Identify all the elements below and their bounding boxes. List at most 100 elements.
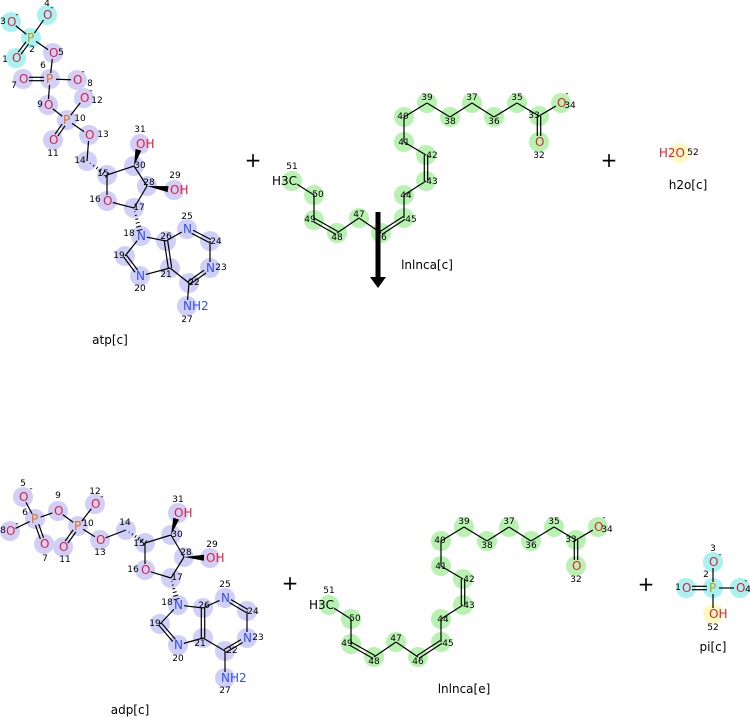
- atom: 42: [463, 575, 474, 585]
- atom-number: 19: [149, 619, 161, 629]
- atom-number: 47: [390, 634, 401, 644]
- atom-element-label: O: [49, 46, 58, 60]
- atom-element-label: O: [12, 51, 21, 65]
- single-bond: [516, 102, 540, 117]
- atom: 30: [171, 530, 183, 540]
- atom-number: 10: [74, 114, 86, 124]
- atom-number: 32: [533, 151, 544, 161]
- single-bond: [169, 267, 190, 284]
- single-bond: [82, 528, 96, 538]
- atom: 22: [226, 646, 237, 656]
- double-bond: [54, 123, 63, 135]
- single-bond: [71, 122, 85, 133]
- atom-highlight: [566, 556, 586, 576]
- atom: O7: [40, 537, 49, 564]
- atom: O-3: [0, 10, 18, 29]
- atom-element-label: O: [535, 135, 544, 149]
- atom-number: 18: [123, 229, 135, 239]
- wedge-bond: [147, 186, 169, 193]
- atom-charge: -: [718, 550, 721, 560]
- atom: 26: [198, 601, 210, 611]
- single-bond: [486, 526, 510, 542]
- single-bond: [133, 165, 148, 187]
- atom-element-label: O: [709, 555, 718, 569]
- atom: 21: [160, 270, 171, 280]
- atom-highlight: [40, 69, 60, 89]
- single-bond: [86, 140, 90, 162]
- atom-number: 13: [94, 548, 105, 558]
- atom: O-4: [736, 576, 750, 595]
- atom: OH 29: [169, 171, 188, 197]
- atom-number: 40: [397, 112, 409, 122]
- atom-number: 41: [398, 138, 409, 148]
- double-bond: [38, 523, 45, 538]
- atom-number: 5: [58, 48, 64, 58]
- single-bond: [426, 102, 451, 118]
- single-bond: [165, 231, 183, 242]
- atom-charge: -: [744, 576, 747, 586]
- atom-number: 2: [29, 45, 35, 55]
- atom-highlight: [90, 530, 110, 550]
- wedge-bond: [184, 554, 205, 561]
- single-bond: [159, 608, 175, 625]
- atom-highlights: [670, 143, 690, 163]
- atom-element-label: O: [736, 581, 745, 595]
- molecule-label-pi: pi[c]: [700, 640, 727, 654]
- atom-labels: O3233O-343536373839404142434445464748495…: [272, 89, 576, 243]
- single-bond: [463, 526, 488, 542]
- atom-highlight: [79, 125, 99, 145]
- single-bond: [150, 571, 172, 579]
- atom: 46: [375, 233, 387, 243]
- atom: 36: [488, 117, 500, 127]
- atom-element-label: P: [74, 519, 81, 533]
- atom: 38: [444, 117, 456, 127]
- atom: 47: [390, 634, 401, 644]
- atom: O13: [94, 533, 105, 558]
- atom: 33: [528, 111, 539, 121]
- single-bond: [112, 201, 135, 209]
- atom-element-label: H3C: [309, 598, 334, 612]
- single-bond: [403, 141, 427, 156]
- atom-element-label: O: [80, 91, 89, 105]
- atom-number: 23: [252, 633, 263, 643]
- single-bond: [124, 240, 138, 257]
- atom-number: 43: [463, 601, 474, 611]
- atom: P6: [22, 508, 38, 526]
- double-bond: [418, 642, 443, 659]
- atom-number: 21: [194, 639, 205, 649]
- bonds: [15, 19, 212, 301]
- atom-element-label: O: [19, 490, 28, 504]
- double-bond: [192, 229, 212, 241]
- atom-element-label: NH2: [183, 299, 209, 313]
- single-bond: [146, 236, 167, 242]
- atom-number: 3: [0, 17, 6, 27]
- atom-number: 9: [55, 491, 61, 501]
- atom-highlight: [85, 494, 105, 514]
- atom-element-label: O: [54, 504, 63, 518]
- atom-element-label: OH: [136, 137, 154, 151]
- atom-element-label: O: [91, 497, 100, 511]
- atom: N25: [181, 212, 192, 236]
- atom: O16: [89, 194, 112, 208]
- double-bond: [20, 43, 30, 55]
- atom-highlight: [177, 296, 197, 316]
- atom-highlight: [703, 552, 723, 572]
- atom-number: 17: [171, 573, 182, 583]
- atom-number: 34: [601, 525, 613, 535]
- atom-number: 1: [2, 55, 8, 65]
- atom: 37: [466, 93, 477, 103]
- atom-highlight: [135, 560, 155, 580]
- atom-highlight: [703, 578, 723, 598]
- atom-number: 39: [421, 93, 433, 103]
- atom-highlight: [164, 180, 184, 200]
- atom-number: 41: [435, 562, 446, 572]
- atom: N18: [123, 229, 146, 243]
- atom-number: 48: [368, 657, 380, 667]
- atom: O-3: [709, 544, 722, 569]
- atom-element-label: O: [19, 72, 28, 86]
- atom-number: 9: [37, 100, 43, 110]
- double-bond: [167, 240, 173, 268]
- atom-number: 1: [675, 583, 681, 593]
- atom-highlight: [168, 503, 188, 523]
